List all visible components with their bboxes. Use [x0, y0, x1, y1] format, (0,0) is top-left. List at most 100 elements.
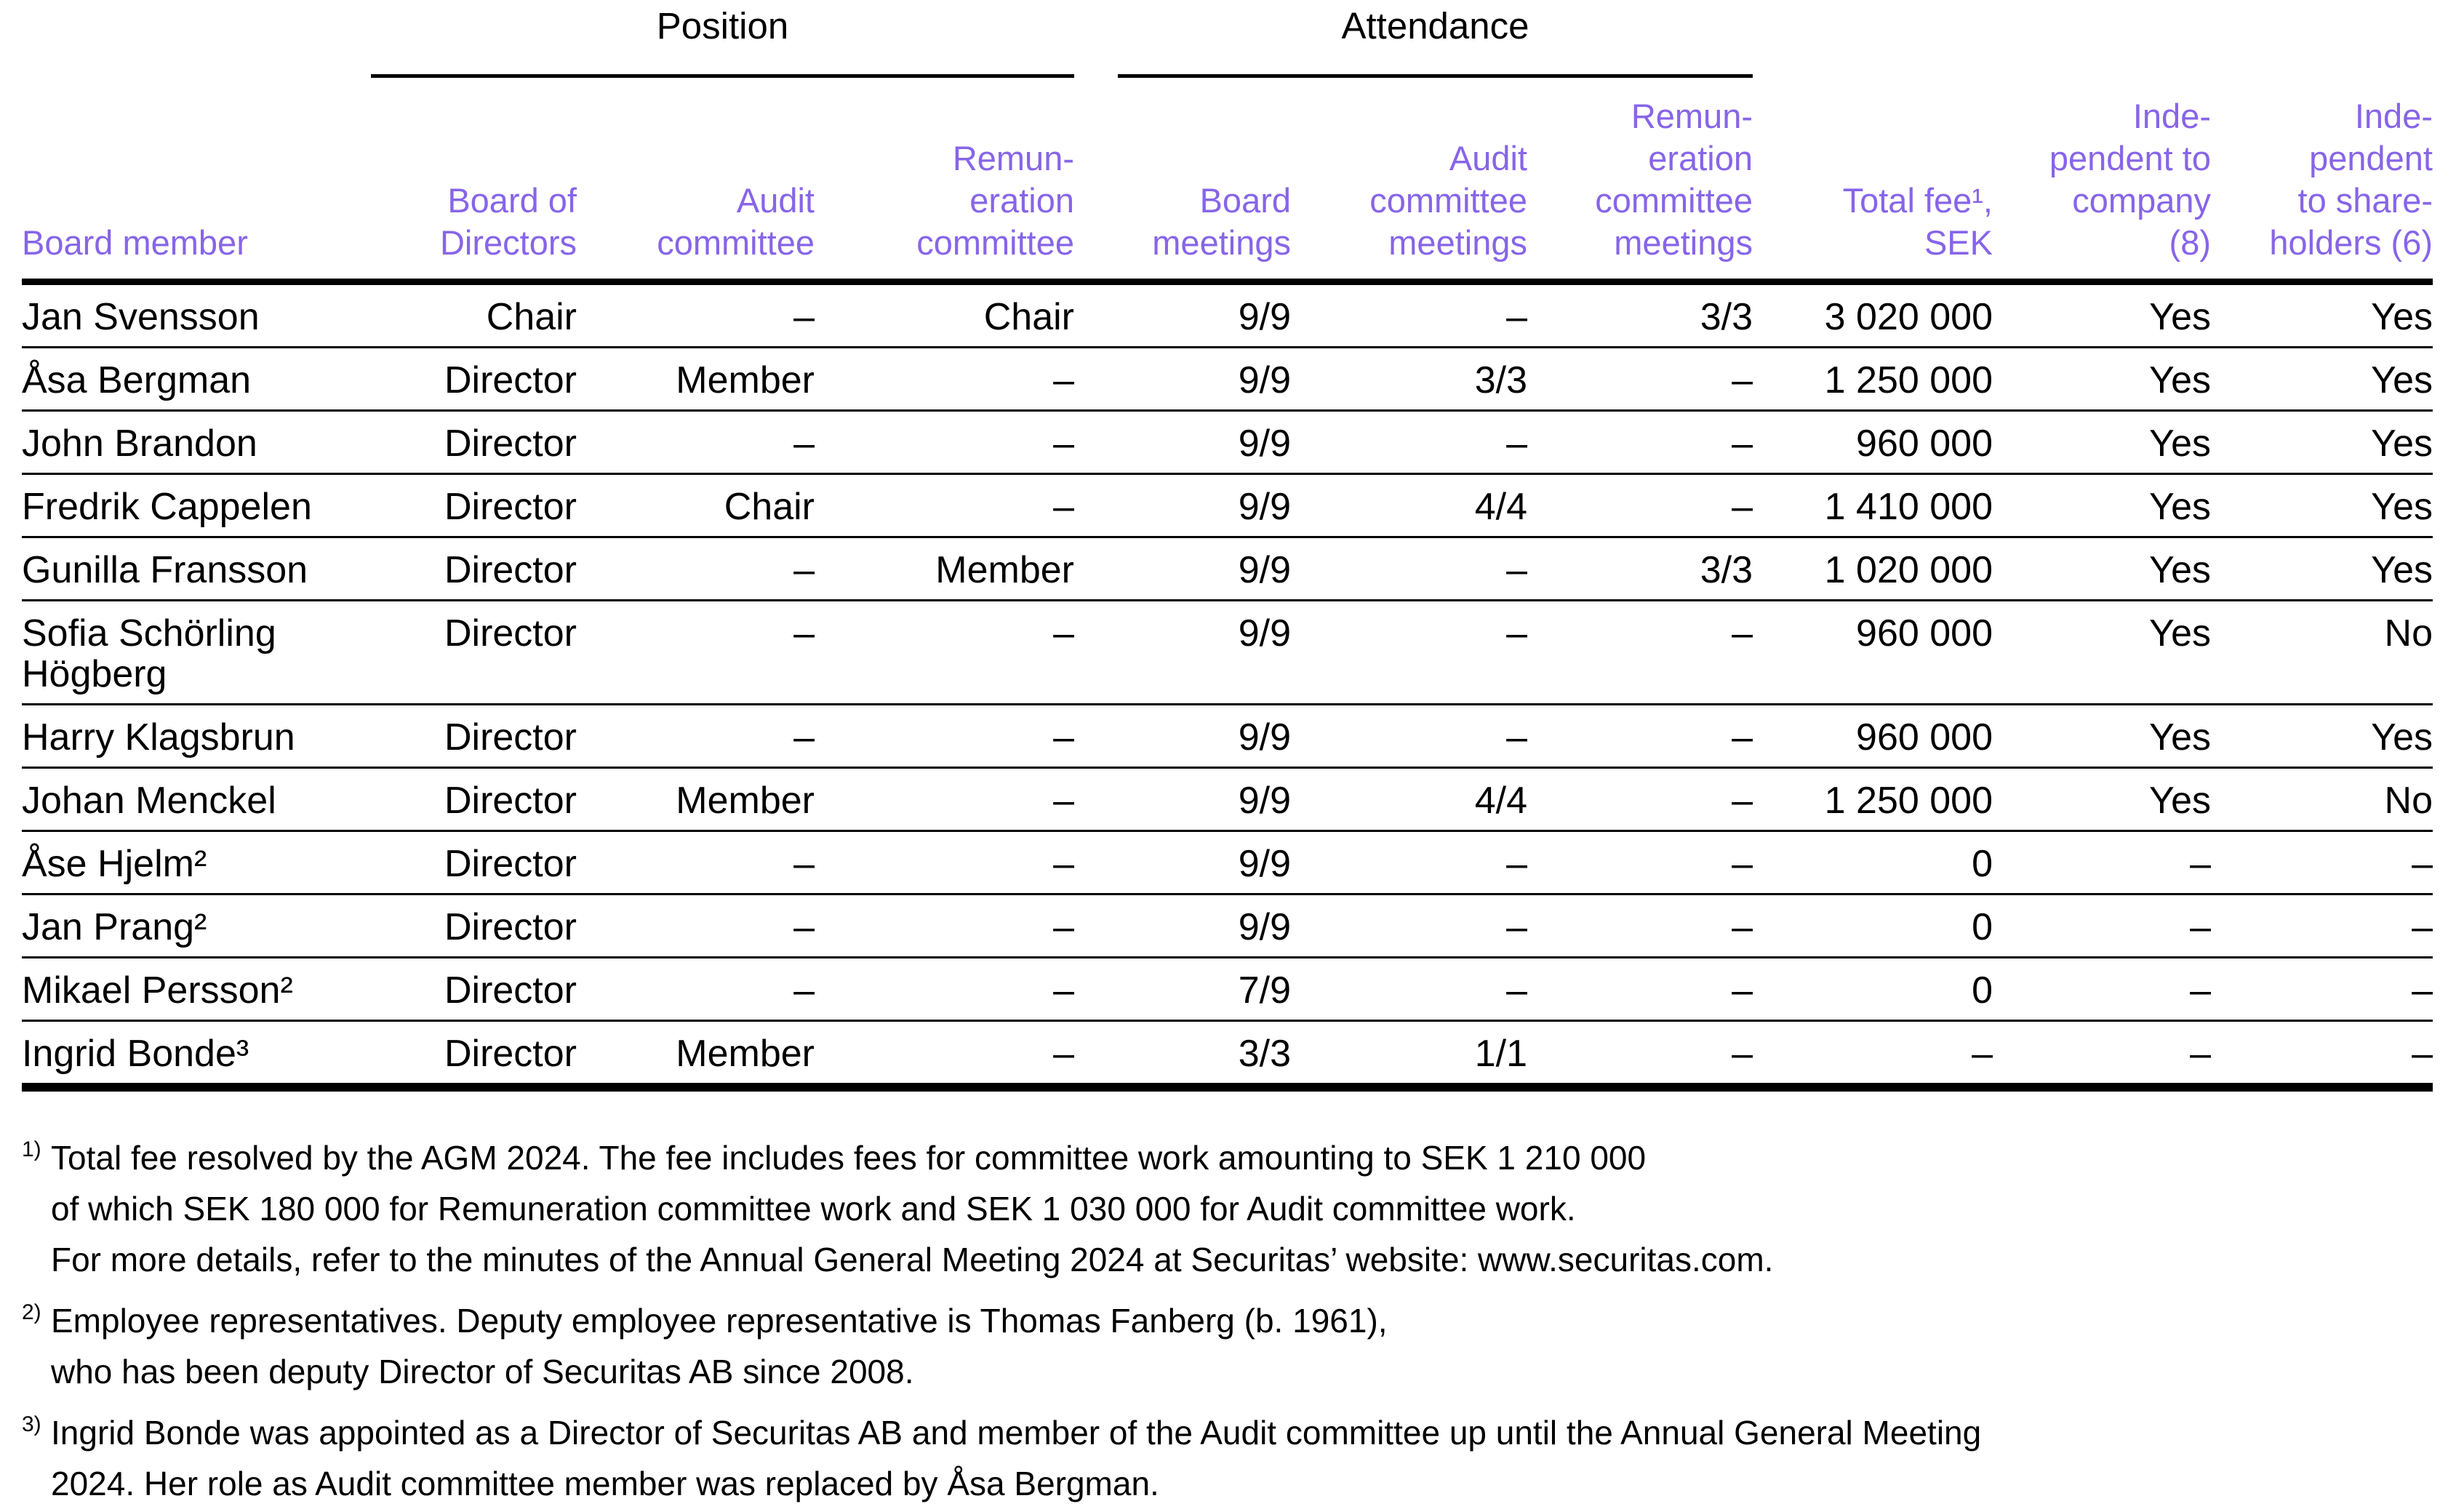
cell-audit-committee-meetings: – [1291, 537, 1527, 601]
cell-remuneration-committee: – [815, 830, 1074, 895]
table-row: Jan Svensson Chair – Chair 9/9–3/3 3 020 000 Y… [22, 281, 2433, 348]
cell-audit-committee: – [577, 537, 815, 601]
cell-total-fee: 1 250 000 [1753, 347, 1993, 412]
cell-total-fee: 960 000 [1753, 410, 1993, 475]
footnote-1-marker: 1) [22, 1137, 41, 1161]
group-header-spacer-right [1753, 6, 2433, 78]
table-row: Mikael Persson² Director – –7/9– –0– – [22, 957, 2433, 1022]
table-row: Åse Hjelm² Director – –9/9– –0– – [22, 830, 2433, 895]
cell-board-of-directors: Chair [371, 281, 577, 348]
cell-independent-to-shareholders: – [2211, 1020, 2433, 1092]
column-header-independent-to-shareholders: Inde- pendent to share- holders (6) [2211, 78, 2433, 285]
cell-audit-committee-meetings: 1/1 [1291, 1020, 1527, 1092]
cell-total-fee: 1 250 000 [1753, 767, 1993, 832]
cell-independent-to-shareholders: Yes [2211, 410, 2433, 475]
cell-remuneration-committee-meetings: – [1527, 767, 1753, 832]
column-header-audit-committee-meetings: Audit committee meetings [1291, 78, 1527, 285]
table-header: Position Attendance Board member Board o… [22, 6, 2433, 285]
cell-board-meetings: 9/9 [1074, 473, 1291, 538]
group-header-position-cell: Position [371, 6, 1074, 78]
cell-board-of-directors: Director [371, 473, 577, 538]
cell-remuneration-committee: – [815, 410, 1074, 475]
column-header-audit-committee: Audit committee [577, 78, 815, 285]
cell-board-of-directors: Director [371, 957, 577, 1022]
cell-remuneration-committee: – [815, 600, 1074, 705]
cell-independent-to-shareholders: No [2211, 600, 2433, 705]
group-header-row: Position Attendance [22, 6, 2433, 78]
cell-remuneration-committee-meetings: – [1527, 830, 1753, 895]
cell-board-member: Ingrid Bonde³ [22, 1020, 371, 1092]
cell-independent-to-shareholders: Yes [2211, 473, 2433, 538]
cell-total-fee: – [1753, 1020, 1993, 1092]
cell-remuneration-committee-meetings: – [1527, 894, 1753, 958]
cell-board-of-directors: Director [371, 894, 577, 958]
cell-remuneration-committee-meetings: – [1527, 473, 1753, 538]
cell-independent-to-shareholders: – [2211, 894, 2433, 958]
column-header-board-of-directors: Board of Directors [371, 78, 577, 285]
footnote-3-marker: 3) [22, 1412, 41, 1436]
cell-total-fee: 0 [1753, 957, 1993, 1022]
cell-audit-committee: – [577, 410, 815, 475]
cell-remuneration-committee-meetings: – [1527, 704, 1753, 769]
footnote-3-text: Ingrid Bonde was appointed as a Director… [51, 1414, 1982, 1502]
cell-audit-committee: – [577, 894, 815, 958]
cell-independent-to-shareholders: Yes [2211, 537, 2433, 601]
table-body: Jan Svensson Chair – Chair 9/9–3/3 3 020 000 Y… [22, 281, 2433, 1092]
cell-board-meetings: 9/9 [1074, 281, 1291, 348]
cell-board-member: Gunilla Fransson [22, 537, 371, 601]
cell-independent-to-company: – [1993, 830, 2211, 895]
cell-total-fee: 0 [1753, 830, 1993, 895]
cell-remuneration-committee: – [815, 704, 1074, 769]
cell-remuneration-committee: – [815, 347, 1074, 412]
cell-independent-to-company: Yes [1993, 537, 2211, 601]
cell-remuneration-committee-meetings: – [1527, 347, 1753, 412]
column-header-board-member: Board member [22, 78, 371, 285]
cell-board-of-directors: Director [371, 410, 577, 475]
cell-audit-committee: – [577, 600, 815, 705]
table-row: Fredrik Cappelen Director Chair –9/9 4/4–1 4… [22, 473, 2433, 538]
cell-audit-committee: Member [577, 347, 815, 412]
page: { "colors":{"accent_purple":"#8765E8","t… [22, 5, 2433, 1502]
cell-independent-to-company: Yes [1993, 281, 2211, 348]
footnote-2-text: Employee representatives. Deputy employe… [51, 1302, 1388, 1390]
cell-independent-to-shareholders: – [2211, 957, 2433, 1022]
group-label-attendance: Attendance [1118, 6, 1753, 78]
cell-audit-committee: – [577, 704, 815, 769]
cell-board-member: Jan Svensson [22, 281, 371, 348]
cell-audit-committee-meetings: – [1291, 281, 1527, 348]
cell-board-of-directors: Director [371, 704, 577, 769]
cell-independent-to-shareholders: Yes [2211, 347, 2433, 412]
cell-independent-to-company: Yes [1993, 767, 2211, 832]
cell-board-member: Jan Prang² [22, 894, 371, 958]
cell-board-meetings: 9/9 [1074, 600, 1291, 705]
cell-remuneration-committee: – [815, 894, 1074, 958]
cell-board-member: Mikael Persson² [22, 957, 371, 1022]
cell-remuneration-committee: – [815, 473, 1074, 538]
cell-independent-to-company: Yes [1993, 347, 2211, 412]
cell-board-meetings: 9/9 [1074, 347, 1291, 412]
table-row: Ingrid Bonde³ Director Member –3/3 1/1– – – – [22, 1020, 2433, 1092]
cell-audit-committee-meetings: – [1291, 894, 1527, 958]
cell-remuneration-committee: – [815, 1020, 1074, 1092]
column-header-remuneration-committee: Remun- eration committee [815, 78, 1074, 285]
cell-independent-to-company: – [1993, 957, 2211, 1022]
footnote-2-marker: 2) [22, 1300, 41, 1324]
cell-board-of-directors: Director [371, 767, 577, 832]
column-header-independent-to-company: Inde- pendent to company (8) [1993, 78, 2211, 285]
cell-independent-to-shareholders: Yes [2211, 704, 2433, 769]
column-header-row: Board member Board of Directors Audit co… [22, 78, 2433, 285]
cell-board-meetings: 9/9 [1074, 894, 1291, 958]
cell-audit-committee-meetings: 3/3 [1291, 347, 1527, 412]
group-label-position: Position [371, 6, 1074, 78]
cell-independent-to-company: Yes [1993, 410, 2211, 475]
cell-independent-to-company: Yes [1993, 704, 2211, 769]
cell-board-member: Åse Hjelm² [22, 830, 371, 895]
cell-remuneration-committee: – [815, 767, 1074, 832]
cell-board-member: Harry Klagsbrun [22, 704, 371, 769]
cell-independent-to-company: – [1993, 1020, 2211, 1092]
cell-total-fee: 1 020 000 [1753, 537, 1993, 601]
group-header-attendance-cell: Attendance [1074, 6, 1753, 78]
cell-board-meetings: 9/9 [1074, 410, 1291, 475]
cell-board-of-directors: Director [371, 537, 577, 601]
